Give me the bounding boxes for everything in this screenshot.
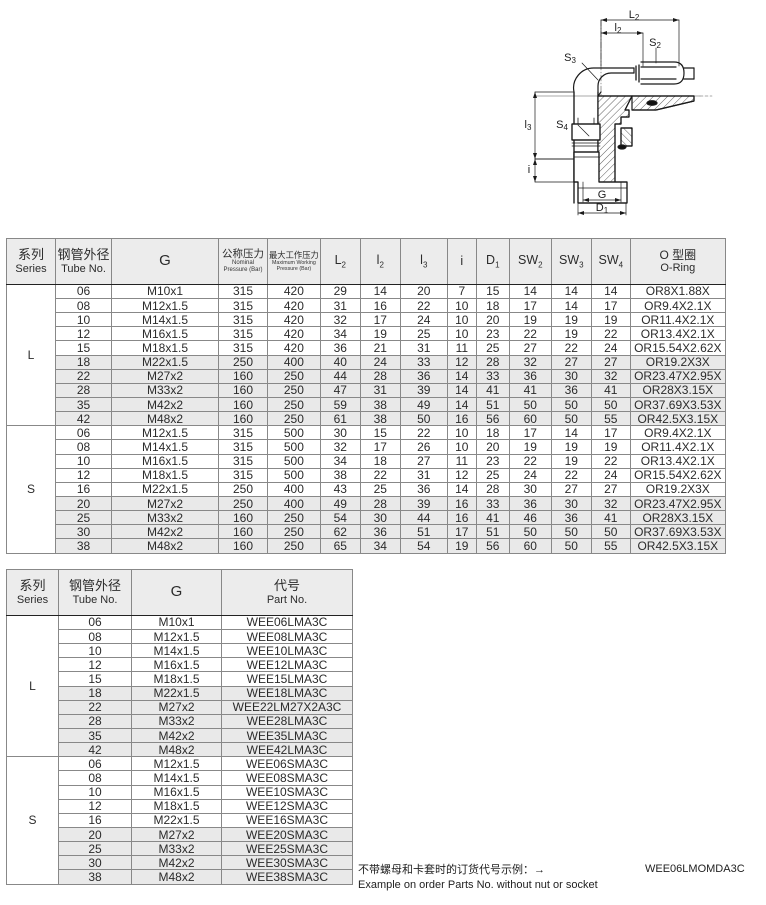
svg-text:S3: S3 bbox=[564, 52, 576, 65]
svg-text:S4: S4 bbox=[556, 119, 568, 132]
svg-text:D1: D1 bbox=[596, 202, 609, 215]
svg-text:G: G bbox=[598, 189, 607, 201]
svg-text:S2: S2 bbox=[649, 37, 661, 50]
svg-text:l2: l2 bbox=[615, 22, 622, 35]
svg-text:L2: L2 bbox=[629, 9, 640, 22]
svg-text:l3: l3 bbox=[525, 119, 532, 132]
svg-text:i: i bbox=[528, 164, 530, 176]
